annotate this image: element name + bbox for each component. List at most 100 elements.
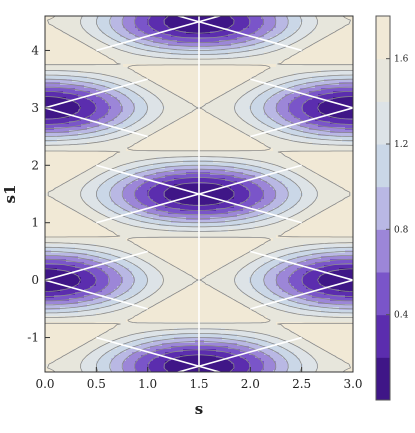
contour-cell — [120, 97, 124, 101]
contour-cell — [228, 127, 232, 131]
contour-cell — [165, 145, 169, 149]
contour-cell — [63, 133, 67, 137]
contour-cell — [48, 58, 52, 62]
contour-cell — [342, 82, 346, 86]
contour-cell — [48, 22, 52, 26]
contour-cell — [300, 61, 304, 65]
contour-cell — [156, 82, 160, 86]
contour-cell — [351, 121, 353, 125]
contour-cell — [129, 103, 133, 107]
contour-cell — [315, 49, 319, 53]
contour-cell — [114, 124, 118, 128]
contour-cell — [348, 64, 352, 68]
contour-cell — [195, 118, 199, 122]
contour-cell — [261, 76, 265, 80]
contour-cell — [165, 133, 169, 137]
contour-cell — [201, 58, 205, 62]
contour-cell — [84, 115, 88, 119]
contour-cell — [102, 37, 106, 41]
contour-cell — [168, 82, 172, 86]
contour-cell — [153, 37, 157, 41]
contour-cell — [120, 70, 124, 74]
contour-cell — [219, 106, 223, 110]
contour-cell — [300, 79, 304, 83]
contour-cell — [318, 19, 322, 23]
contour-cell — [156, 94, 160, 98]
contour-cell — [147, 112, 151, 116]
contour-cell — [333, 157, 337, 161]
contour-cell — [171, 91, 175, 95]
contour-cell — [165, 121, 169, 125]
contour-cell — [318, 25, 322, 29]
contour-cell — [108, 31, 112, 35]
contour-cell — [72, 64, 76, 68]
contour-cell — [69, 28, 73, 32]
contour-cell — [120, 118, 124, 122]
contour-cell — [216, 127, 220, 131]
contour-cell — [51, 148, 55, 152]
contour-cell — [48, 133, 52, 137]
contour-cell — [78, 139, 82, 143]
contour-cell — [75, 37, 79, 41]
contour-cell — [225, 76, 229, 80]
contour-cell — [222, 142, 226, 146]
contour-cell — [327, 46, 331, 50]
contour-cell — [339, 121, 343, 125]
contour-cell — [48, 97, 52, 101]
contour-cell — [99, 142, 103, 146]
contour-cell — [189, 136, 193, 140]
contour-cell — [279, 112, 283, 116]
contour-cell — [255, 109, 259, 113]
contour-cell — [153, 49, 157, 53]
contour-cell — [252, 88, 256, 92]
contour-cell — [81, 43, 85, 47]
contour-cell — [135, 148, 139, 152]
contour-cell — [111, 67, 115, 71]
contour-cell — [192, 70, 196, 74]
contour-cell — [174, 76, 178, 80]
contour-cell — [201, 145, 205, 149]
contour-cell — [159, 121, 163, 125]
contour-cell — [126, 127, 130, 131]
contour-cell — [132, 97, 136, 101]
contour-cell — [177, 28, 181, 32]
contour-cell — [204, 79, 208, 83]
contour-cell — [216, 88, 220, 92]
contour-cell — [144, 85, 148, 89]
contour-cell — [156, 70, 160, 74]
contour-cell — [105, 136, 109, 140]
contour-cell — [276, 43, 280, 47]
contour-cell — [108, 94, 112, 98]
contour-cell — [66, 142, 70, 146]
contour-cell — [324, 34, 328, 38]
contour-cell — [297, 16, 301, 20]
contour-cell — [276, 52, 280, 56]
contour-cell — [132, 28, 136, 32]
contour-cell — [165, 103, 169, 107]
contour-cell — [351, 43, 353, 47]
contour-cell — [267, 145, 271, 149]
contour-cell — [108, 157, 112, 161]
contour-cell — [117, 58, 121, 62]
contour-cell — [96, 40, 100, 44]
contour-cell — [282, 40, 286, 44]
contour-cell — [189, 88, 193, 92]
contour-cell — [231, 151, 235, 155]
contour-cell — [69, 40, 73, 44]
contour-cell — [267, 136, 271, 140]
contour-cell — [267, 157, 271, 161]
contour-cell — [162, 85, 166, 89]
contour-cell — [225, 136, 229, 140]
contour-cell — [225, 19, 229, 23]
contour-cell — [249, 133, 253, 137]
contour-cell — [159, 52, 163, 56]
contour-cell — [147, 124, 151, 128]
contour-cell — [207, 46, 211, 50]
contour-cell — [153, 70, 157, 74]
contour-cell — [342, 112, 346, 116]
contour-cell — [183, 37, 187, 41]
contour-cell — [93, 160, 97, 164]
contour-cell — [270, 82, 274, 86]
contour-cell — [129, 154, 133, 158]
contour-cell — [309, 103, 313, 107]
